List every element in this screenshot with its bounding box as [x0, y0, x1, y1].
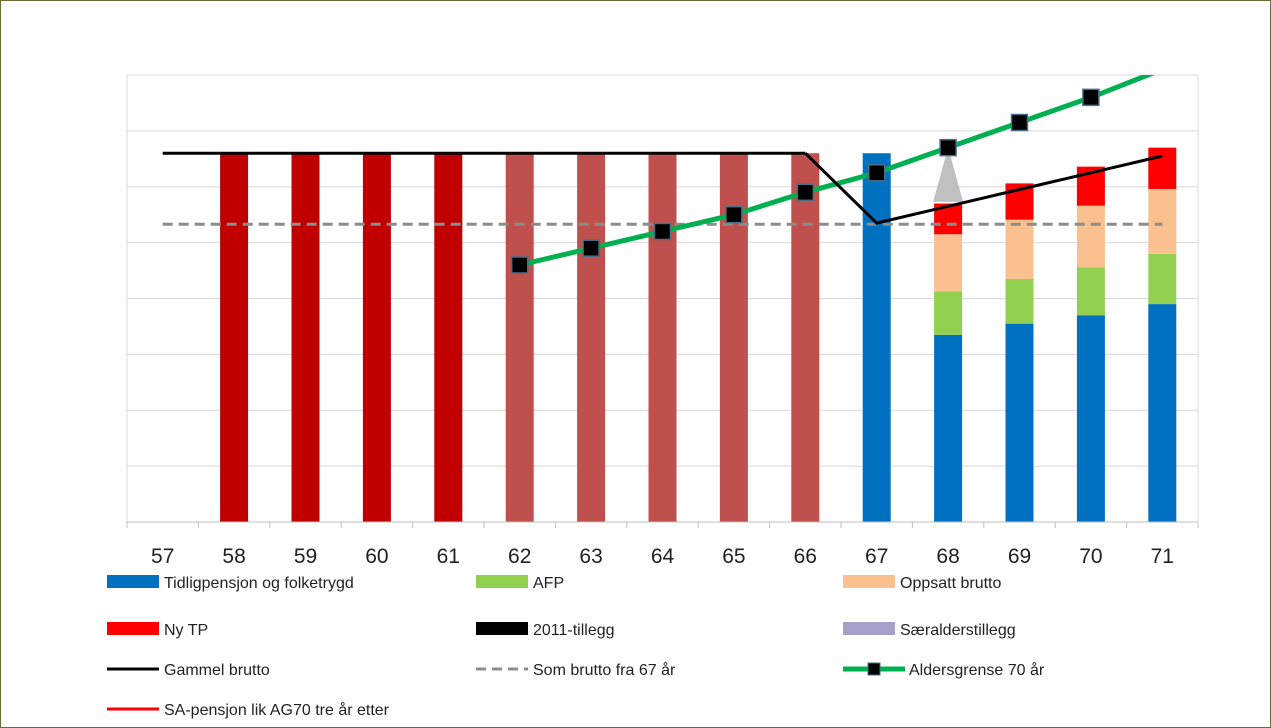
x-tick-label: 58	[222, 545, 245, 568]
bar-segment	[1005, 323, 1034, 522]
series-marker	[867, 164, 886, 182]
series-line	[804, 152, 1163, 225]
x-axis: 57 58 59 60 61 62 63 64 65 66 67 68 69 70 71	[126, 521, 1199, 568]
bar-segment	[934, 234, 963, 292]
series-marker	[582, 239, 600, 257]
series-marker	[1010, 113, 1029, 132]
x-tick-label: 68	[936, 545, 959, 568]
series-marker	[796, 183, 815, 202]
legend: Tidligpensjon og folketrygd AFP Oppsatt br…	[107, 575, 1045, 719]
x-tick-label: 65	[722, 545, 745, 568]
bar-segment	[1148, 304, 1177, 522]
bar-segment	[505, 153, 534, 522]
legend-label: Aldersgrense 70 år	[909, 661, 1045, 679]
bar-segment	[362, 153, 391, 522]
x-tick-label: 70	[1079, 545, 1102, 568]
bar-segment	[1005, 219, 1034, 279]
series-marker	[939, 138, 957, 157]
bar-segment	[1076, 267, 1105, 316]
legend-label: AFP	[533, 575, 564, 592]
bar-segment	[1148, 188, 1177, 254]
legend-label: Tidligpensjon og folketrygd	[164, 575, 354, 592]
x-tick-label: 59	[294, 545, 317, 568]
legend-swatch	[476, 622, 528, 635]
bar-segment	[1076, 315, 1105, 522]
legend-label: Som brutto fra 67 år	[533, 661, 676, 679]
x-tick-label: 67	[865, 545, 888, 568]
bar-segment	[791, 153, 820, 522]
legend-label: SA-pensjon lik AG70 tre år etter	[164, 701, 390, 719]
bar-segment	[1076, 205, 1105, 268]
bar-segment	[934, 291, 963, 335]
bar-segment	[1148, 253, 1177, 305]
bar-segment	[291, 153, 320, 522]
series-marker	[1082, 88, 1100, 107]
series-marker	[725, 205, 743, 224]
x-tick-label: 64	[651, 545, 675, 568]
legend-label: Særalderstillegg	[900, 622, 1016, 639]
x-tick-label: 71	[1151, 545, 1174, 568]
x-tick-label: 61	[437, 545, 460, 568]
bar-segment	[1148, 147, 1177, 189]
bar-segment	[1005, 278, 1034, 324]
x-tick-label: 69	[1008, 545, 1031, 568]
bar-series	[220, 147, 1177, 522]
x-tick-label: 57	[151, 545, 174, 568]
x-tick-label: 63	[579, 545, 602, 568]
bar-segment	[577, 153, 606, 522]
bar-segment	[648, 153, 677, 522]
legend-swatch	[843, 575, 895, 588]
bar-segment	[220, 153, 249, 522]
legend-swatch	[107, 622, 159, 635]
bar-segment	[934, 334, 963, 522]
legend-label: Ny TP	[164, 622, 208, 639]
bar-segment	[862, 153, 891, 522]
legend-swatch	[476, 575, 528, 588]
arrow-annotation	[933, 147, 964, 202]
line-series	[162, 75, 1163, 274]
x-tick-label: 62	[508, 545, 531, 568]
legend-swatch	[843, 622, 895, 635]
series-marker	[653, 222, 672, 241]
legend-label: Gammel brutto	[164, 662, 270, 679]
legend-label: 2011-tillegg	[533, 622, 615, 639]
series-marker	[510, 256, 529, 274]
x-tick-label: 60	[365, 545, 388, 568]
x-tick-label: 66	[794, 545, 817, 568]
bar-segment	[434, 153, 463, 522]
legend-label: Oppsatt brutto	[900, 575, 1001, 592]
legend-swatch	[107, 575, 159, 588]
legend-swatch-marker	[867, 662, 881, 676]
